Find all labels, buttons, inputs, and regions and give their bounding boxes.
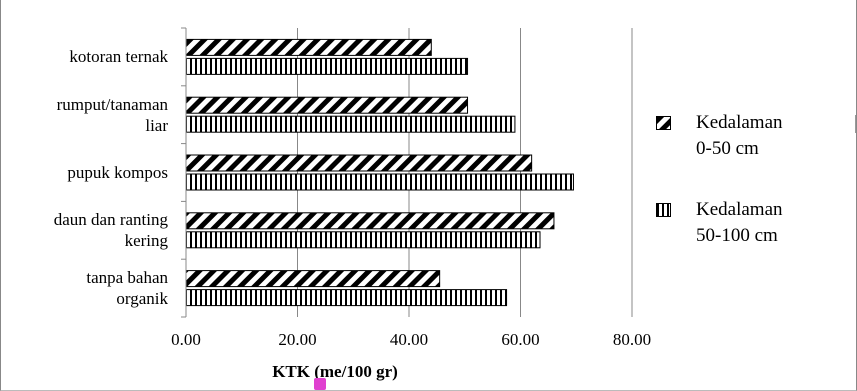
legend-label-line: 50-100 cm [696, 225, 778, 246]
bar-series-1 [185, 212, 555, 230]
category-label-line: organik [116, 289, 168, 309]
bar-series-1 [185, 154, 533, 172]
bar-series-1 [185, 270, 441, 288]
category-label-line: daun dan ranting [53, 210, 168, 230]
bar-series-2 [185, 231, 541, 249]
x-tick-label: 0.00 [171, 330, 201, 349]
category-label: pupuk kompos [0, 162, 168, 183]
cursor-marker [314, 378, 326, 390]
legend-label-line: Kedalaman [696, 112, 783, 133]
x-tick-label: 40.00 [389, 330, 429, 349]
bar-series-2 [185, 115, 516, 133]
category-label-line: liar [145, 115, 168, 135]
legend-swatch-vertical [656, 203, 671, 217]
legend-label-line: 0-50 cm [696, 138, 759, 159]
category-label-line: pupuk kompos [67, 163, 168, 182]
bar-series-2 [185, 289, 508, 307]
category-label-line: tanpa bahan [86, 268, 168, 288]
bar-series-2 [185, 173, 574, 191]
category-label: tanpa bahan organik [0, 267, 168, 309]
legend-label-series-1: Kedalaman 0-50 cm [696, 110, 836, 162]
bar-series-1 [185, 38, 432, 56]
x-tick-label: 60.00 [501, 330, 540, 349]
category-label-line: kering [124, 231, 168, 251]
legend-swatch-diagonal [656, 116, 671, 130]
frame-edge-tick [855, 115, 856, 133]
category-label: rumput/tanaman liar [0, 94, 168, 136]
bar-series-2 [185, 57, 469, 75]
legend-label-series-2: Kedalaman 50-100 cm [696, 197, 836, 249]
category-label: daun dan ranting kering [0, 209, 168, 251]
x-tick-label: 80.00 [612, 330, 652, 349]
category-label: kotoran ternak [0, 46, 168, 67]
category-label-line: kotoran ternak [69, 47, 168, 67]
bar-series-1 [185, 96, 469, 114]
x-axis-title: KTK (me/100 gr) [272, 362, 398, 381]
x-tick-label: 20.00 [278, 330, 317, 349]
category-label-line: rumput/tanaman [56, 94, 168, 114]
legend-label-line: Kedalaman [696, 199, 783, 220]
